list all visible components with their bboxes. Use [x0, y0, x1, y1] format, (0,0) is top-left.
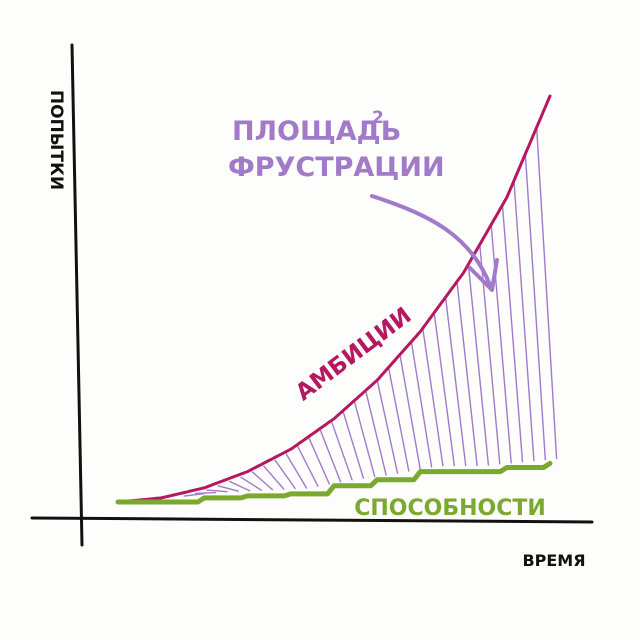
series-line-abilities: [115, 460, 553, 505]
series-label-abilities: СПОСОБНОСТИ: [354, 496, 546, 521]
hatch-line: [422, 328, 444, 467]
hatch-line: [274, 459, 296, 490]
hatch-line: [308, 438, 330, 485]
hatch-line: [376, 380, 399, 474]
hatch-line: [513, 179, 535, 462]
hatch-line: [399, 355, 421, 470]
annotation-arrow: [370, 194, 492, 287]
hatch-line: [251, 471, 274, 491]
hatch-line: [331, 422, 353, 481]
hatch-line: [479, 244, 501, 465]
frustration-area-hatch: [183, 125, 558, 497]
hatch-line: [183, 492, 205, 497]
hatch-line: [297, 446, 319, 487]
hatch-line: [410, 342, 433, 468]
hatch-line: [354, 401, 376, 478]
y-axis-label: ПОПЫТКИ: [46, 90, 66, 190]
hatch-line: [285, 453, 308, 489]
hatch-line: [342, 411, 365, 479]
annotation-line-1: ПЛОЩАДЬ: [232, 116, 401, 147]
hatch-line: [467, 264, 490, 466]
frustration-annotation: ПЛОЩАДЬ 2 ФРУСТРАЦИИ: [228, 108, 499, 292]
hatch-line: [206, 489, 228, 493]
hatch-line: [365, 391, 387, 476]
hatch-line: [445, 297, 467, 467]
hatch-line: [319, 430, 342, 483]
hatch-line: [433, 313, 455, 467]
hatch-line: [501, 204, 524, 463]
series-line-ambitions: [116, 94, 552, 504]
hatch-line: [456, 282, 478, 467]
annotation-superscript: 2: [372, 108, 384, 128]
x-axis: [30, 516, 594, 524]
hatch-line: [524, 152, 546, 461]
annotation-arrowhead: [468, 258, 499, 292]
y-axis: [70, 43, 84, 547]
hatch-line: [217, 485, 240, 492]
hatch-line: [535, 125, 558, 460]
hatch-line: [194, 491, 217, 495]
hatch-line: [388, 368, 410, 472]
hatch-line: [240, 476, 262, 491]
hatch-line: [490, 224, 512, 464]
hatch-line: [263, 465, 285, 490]
annotation-line-2: ФРУСТРАЦИИ: [228, 152, 445, 183]
x-axis-label: ВРЕМЯ: [522, 551, 585, 570]
hatch-line: [228, 480, 251, 492]
series-label-ambitions: АМБИЦИИ: [291, 303, 416, 406]
